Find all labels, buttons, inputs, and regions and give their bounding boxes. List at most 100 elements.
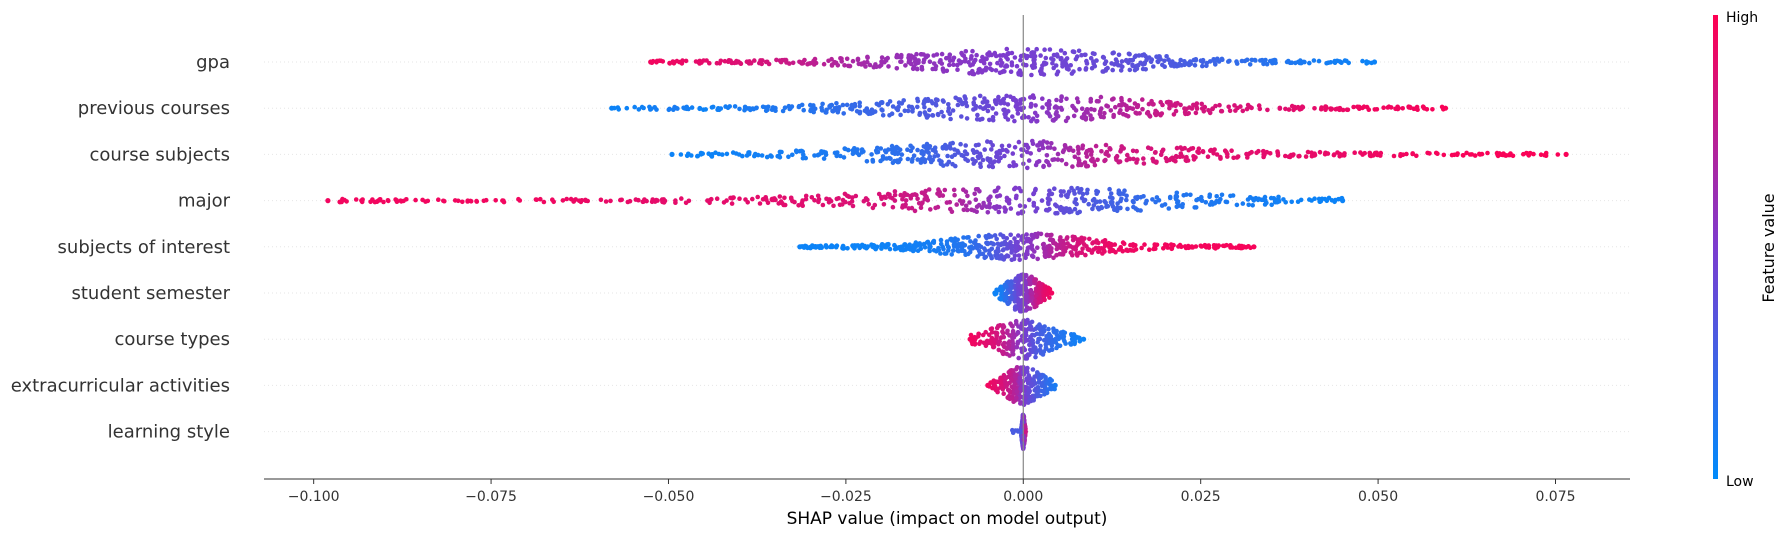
- shap-point: [1089, 65, 1095, 71]
- shap-point: [950, 248, 956, 253]
- shap-point: [992, 159, 997, 164]
- shap-point: [1198, 58, 1204, 63]
- shap-point: [1118, 147, 1124, 152]
- shap-point: [1150, 102, 1156, 107]
- shap-point: [1079, 186, 1084, 192]
- shap-point: [1148, 59, 1154, 65]
- shap-point: [493, 198, 499, 203]
- shap-point: [1563, 151, 1569, 157]
- shap-point: [993, 68, 999, 73]
- shap-point: [1103, 66, 1109, 72]
- shap-point: [1018, 53, 1024, 59]
- shap-point: [1298, 58, 1303, 63]
- shap-point: [1251, 198, 1257, 203]
- shap-point: [1008, 282, 1013, 288]
- shap-point: [1297, 153, 1302, 159]
- shap-point: [465, 199, 470, 204]
- shap-point: [1106, 153, 1111, 158]
- shap-point: [840, 102, 846, 108]
- x-tick-label: 0.075: [1535, 489, 1575, 505]
- shap-point: [1113, 57, 1119, 62]
- shap-point: [948, 206, 953, 212]
- shap-point: [1262, 202, 1268, 207]
- shap-point: [995, 387, 1000, 392]
- shap-point: [1021, 385, 1027, 391]
- shap-point: [1305, 149, 1311, 155]
- shap-point: [673, 198, 678, 203]
- shap-point: [1025, 378, 1030, 383]
- shap-point: [994, 204, 1000, 209]
- shap-point: [789, 104, 795, 109]
- shap-point: [1008, 69, 1014, 74]
- shap-point: [927, 246, 932, 251]
- shap-point: [1026, 158, 1032, 163]
- shap-point: [983, 343, 989, 349]
- shap-point: [922, 98, 927, 104]
- shap-point: [901, 98, 906, 103]
- shap-point: [1024, 293, 1029, 299]
- shap-point: [1199, 106, 1205, 111]
- shap-point: [947, 111, 953, 117]
- shap-point: [1045, 145, 1051, 150]
- shap-point: [1344, 58, 1349, 64]
- shap-point: [942, 187, 948, 193]
- shap-point: [1164, 158, 1170, 164]
- shap-point: [1108, 108, 1114, 113]
- shap-point: [792, 199, 797, 205]
- shap-point: [1036, 300, 1041, 305]
- shap-point: [1072, 234, 1077, 240]
- shap-point: [1080, 146, 1085, 151]
- shap-point: [1119, 59, 1125, 64]
- shap-point: [869, 152, 874, 157]
- shap-point: [377, 198, 383, 203]
- shap-point: [989, 326, 995, 331]
- shap-point: [1033, 103, 1038, 108]
- shap-point: [1009, 396, 1014, 401]
- shap-point: [1016, 355, 1021, 361]
- shap-point: [1036, 379, 1042, 384]
- shap-point: [1414, 153, 1419, 159]
- shap-point: [1477, 152, 1483, 157]
- shap-point: [771, 197, 776, 203]
- shap-point: [368, 199, 373, 205]
- shap-point: [1235, 154, 1241, 159]
- shap-point: [897, 147, 903, 152]
- colorbar: High Low Feature value: [1713, 10, 1778, 490]
- shap-point: [1080, 246, 1085, 251]
- shap-point: [748, 61, 754, 66]
- shap-point: [996, 249, 1001, 254]
- shap-point: [1233, 245, 1239, 250]
- shap-point: [779, 149, 784, 155]
- shap-point: [909, 159, 915, 164]
- shap-point: [1001, 52, 1006, 58]
- shap-point: [790, 152, 795, 158]
- shap-point: [917, 110, 923, 116]
- shap-point: [1249, 57, 1255, 63]
- shap-point: [1012, 253, 1018, 258]
- shap-point: [1312, 106, 1317, 111]
- shap-point: [984, 204, 989, 209]
- shap-point: [1284, 59, 1290, 65]
- shap-point: [1118, 63, 1123, 68]
- shap-point: [1140, 66, 1146, 72]
- shap-point: [1161, 246, 1166, 251]
- shap-point: [886, 147, 891, 152]
- shap-point: [560, 198, 566, 203]
- shap-point: [598, 197, 604, 203]
- shap-point: [660, 199, 666, 205]
- shap-point: [1061, 246, 1067, 251]
- shap-point: [681, 105, 687, 111]
- shap-point: [959, 50, 964, 56]
- shap-point: [951, 187, 957, 193]
- shap-point: [1103, 157, 1108, 163]
- shap-point: [1142, 242, 1147, 247]
- shap-point: [992, 188, 998, 194]
- shap-point: [1017, 203, 1023, 208]
- shap-point: [1009, 296, 1014, 302]
- shap-point: [1016, 233, 1021, 238]
- shap-point: [1054, 332, 1060, 338]
- shap-point: [745, 200, 750, 205]
- shap-point: [1043, 345, 1049, 351]
- shap-point: [1003, 375, 1009, 381]
- shap-point: [1090, 206, 1095, 212]
